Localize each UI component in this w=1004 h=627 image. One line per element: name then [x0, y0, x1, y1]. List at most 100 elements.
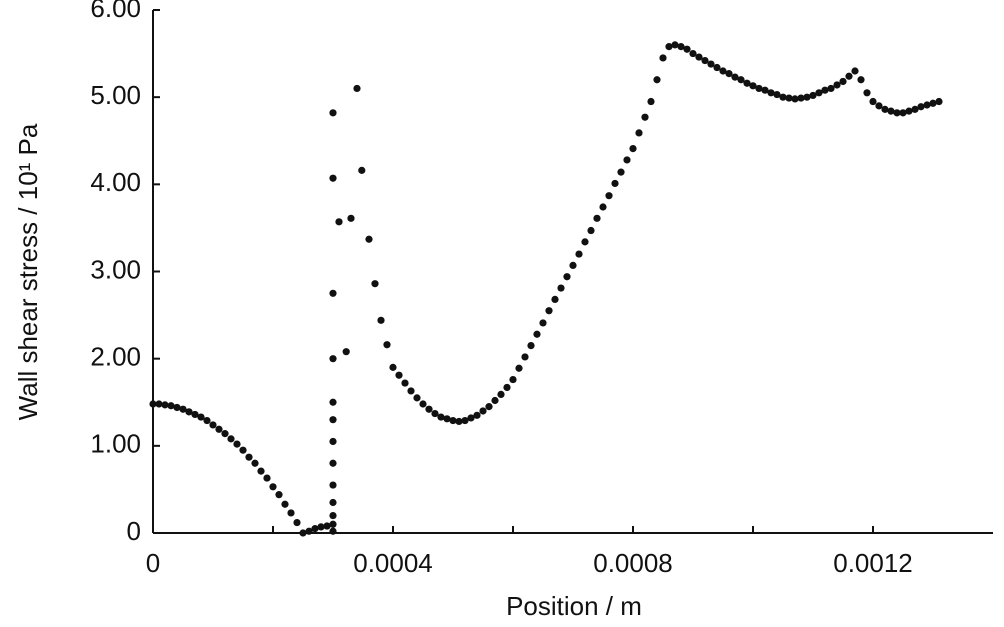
- point: [803, 93, 811, 101]
- point: [329, 481, 337, 489]
- point: [358, 166, 366, 174]
- point: [815, 89, 823, 97]
- point: [407, 387, 415, 395]
- point: [509, 375, 517, 384]
- point: [383, 341, 391, 349]
- point: [431, 409, 439, 418]
- point: [887, 107, 895, 115]
- point: [587, 226, 595, 235]
- point: [863, 89, 871, 97]
- point: [317, 523, 325, 531]
- point: [227, 435, 235, 443]
- point: [395, 371, 403, 379]
- point: [329, 437, 337, 446]
- x-tick-label: 0.0008: [593, 548, 673, 578]
- point: [911, 105, 919, 113]
- point: [191, 410, 199, 419]
- point: [743, 79, 751, 87]
- point: [233, 440, 241, 448]
- point: [629, 144, 637, 153]
- point: [473, 411, 481, 419]
- point: [767, 89, 775, 97]
- point: [677, 43, 685, 51]
- point: [893, 109, 901, 117]
- point: [581, 238, 589, 246]
- point: [389, 363, 397, 371]
- y-axis-label: Wall shear stress / 10¹ Pa: [13, 123, 43, 420]
- point: [467, 414, 475, 422]
- point: [329, 174, 337, 182]
- point: [641, 113, 649, 121]
- point: [791, 95, 799, 103]
- point: [491, 396, 499, 405]
- point: [215, 425, 223, 433]
- y-tick-label: 5.00: [90, 80, 141, 110]
- point: [329, 527, 337, 535]
- point: [737, 76, 745, 84]
- point: [149, 400, 157, 408]
- point: [773, 90, 781, 99]
- point: [299, 529, 307, 537]
- point: [521, 353, 529, 361]
- x-axis-label: Position / m: [506, 591, 642, 621]
- x-tick-label: 0: [146, 548, 160, 578]
- point: [689, 49, 697, 58]
- point: [239, 446, 247, 454]
- point: [425, 405, 433, 413]
- point: [377, 316, 385, 324]
- point: [275, 491, 283, 499]
- point: [527, 341, 535, 350]
- point: [485, 403, 493, 411]
- point: [179, 405, 187, 413]
- point: [515, 364, 523, 372]
- point: [287, 509, 295, 517]
- point: [497, 390, 505, 399]
- y-tick-label: 1.00: [90, 429, 141, 459]
- point: [569, 261, 577, 269]
- point: [413, 394, 421, 402]
- point: [155, 400, 163, 408]
- point: [167, 402, 175, 410]
- point: [935, 97, 943, 106]
- point: [419, 400, 427, 408]
- point: [365, 235, 373, 243]
- point: [551, 295, 559, 303]
- point: [695, 53, 703, 61]
- y-tick-label: 3.00: [90, 254, 141, 284]
- point: [719, 67, 727, 75]
- point: [329, 289, 337, 297]
- point: [683, 45, 691, 53]
- point: [437, 413, 445, 421]
- point: [833, 81, 841, 89]
- point: [869, 97, 877, 106]
- point: [329, 398, 337, 406]
- point: [851, 67, 859, 75]
- point: [371, 280, 379, 288]
- point: [455, 417, 463, 426]
- point: [881, 105, 889, 113]
- point: [401, 379, 409, 387]
- point: [779, 93, 787, 101]
- point: [209, 421, 217, 429]
- point: [797, 94, 805, 102]
- point: [311, 525, 319, 533]
- point: [617, 168, 625, 176]
- point: [857, 76, 865, 84]
- x-tick-label: 0.0004: [353, 548, 433, 578]
- point: [533, 330, 541, 338]
- point: [665, 43, 673, 51]
- point: [875, 102, 883, 110]
- point: [503, 383, 511, 392]
- point: [335, 218, 343, 226]
- point: [323, 522, 331, 530]
- point: [707, 60, 715, 68]
- y-tick-label: 6.00: [90, 0, 141, 23]
- point: [647, 97, 655, 106]
- point: [479, 407, 487, 415]
- point: [845, 72, 853, 80]
- point: [329, 355, 337, 363]
- point: [605, 192, 613, 200]
- point: [749, 82, 757, 90]
- point: [563, 273, 571, 281]
